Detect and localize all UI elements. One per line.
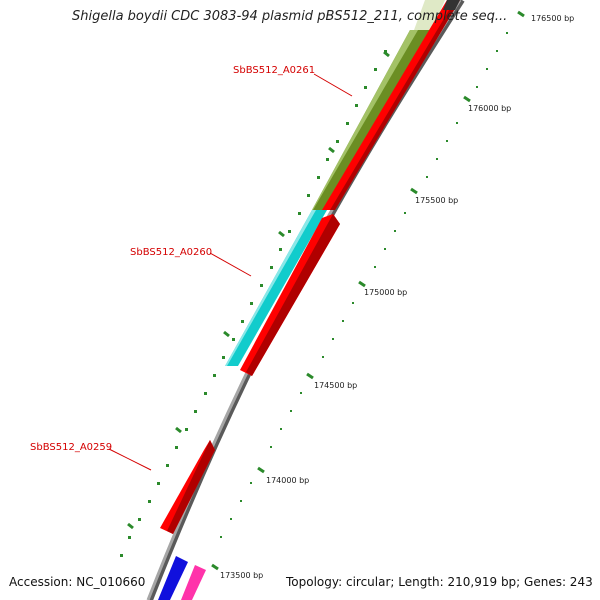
plasmid-backbone-shadow [147,0,465,600]
gene-feature-blue[interactable] [158,556,188,600]
gene-label-A0260[interactable]: SbBS512_A0260 [130,247,212,258]
map-title: Shigella boydii CDC 3083-94 plasmid pBS5… [72,9,508,24]
gene-label-A0261[interactable]: SbBS512_A0261 [233,65,315,76]
gene-feature-top-pale[interactable] [414,0,445,30]
tick-label-175000: 175000 bp [364,288,407,297]
accession-label: Accession: NC_010660 [9,575,146,589]
tick-label-173500: 173500 bp [220,571,263,580]
left-tick-marks [120,50,387,557]
tick-label-174000: 174000 bp [266,476,309,485]
gene-feature-inner-red-1-edge [330,0,460,210]
gene-feature-A0260[interactable] [225,210,327,366]
leader-line-A0260 [209,252,252,277]
gene-label-A0259[interactable]: SbBS512_A0259 [30,442,112,453]
gene-feature-pink[interactable] [181,565,206,600]
tick-label-174500: 174500 bp [314,381,357,390]
tick-label-176000: 176000 bp [468,104,511,113]
gene-feature-A0259-edge [167,440,215,534]
gene-feature-top-dark[interactable] [443,0,460,10]
leader-line-A0261 [313,73,353,97]
right-major-ticks [211,10,525,571]
summary-label: Topology: circular; Length: 210,919 bp; … [286,575,593,589]
right-tick-marks [220,32,508,538]
plasmid-backbone [146,0,462,600]
gene-feature-inner-red-2-edge [246,214,340,376]
left-major-ticks [127,50,390,530]
gene-feature-A0261-highlight [312,30,418,210]
tick-label-175500: 175500 bp [415,196,458,205]
gene-feature-A0260-highlight [225,210,316,366]
tick-label-176500: 176500 bp [531,14,574,23]
leader-line-A0259 [108,448,152,471]
